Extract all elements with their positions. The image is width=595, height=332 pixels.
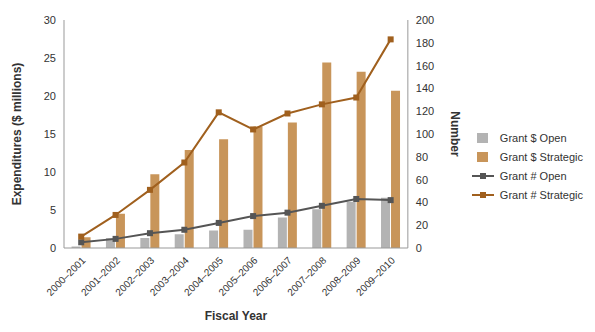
svg-text:2002–2003: 2002–2003 bbox=[113, 254, 157, 298]
svg-text:2004–2005: 2004–2005 bbox=[182, 254, 226, 298]
svg-text:5: 5 bbox=[50, 204, 56, 216]
svg-text:Number: Number bbox=[448, 111, 462, 157]
svg-text:160: 160 bbox=[416, 60, 434, 72]
svg-text:Fiscal Year: Fiscal Year bbox=[205, 309, 268, 323]
svg-text:100: 100 bbox=[416, 128, 434, 140]
svg-text:2006–2007: 2006–2007 bbox=[250, 254, 294, 298]
svg-text:2001–2002: 2001–2002 bbox=[78, 254, 122, 298]
svg-text:2003–2004: 2003–2004 bbox=[147, 254, 191, 298]
svg-text:15: 15 bbox=[44, 128, 56, 140]
svg-text:2009–2010: 2009–2010 bbox=[354, 254, 397, 297]
html-text:Grant $ Strategic: Grant $ Strategic bbox=[499, 150, 583, 163]
svg-text:180: 180 bbox=[416, 37, 434, 49]
svg-text:80: 80 bbox=[416, 151, 428, 163]
svg-text:30: 30 bbox=[44, 14, 56, 26]
svg-text:60: 60 bbox=[416, 174, 428, 186]
svg-text:140: 140 bbox=[416, 82, 434, 94]
html-text:Grant # Open: Grant # Open bbox=[499, 169, 567, 182]
svg-text:2007–2008: 2007–2008 bbox=[285, 254, 329, 298]
html-text:Grant # Strategic: Grant # Strategic bbox=[499, 188, 583, 201]
svg-text:20: 20 bbox=[44, 90, 56, 102]
svg-text:20: 20 bbox=[416, 219, 428, 231]
svg-text:Expenditures ($ millions): Expenditures ($ millions) bbox=[10, 63, 24, 206]
svg-text:25: 25 bbox=[44, 52, 56, 64]
svg-text:2000–2001: 2000–2001 bbox=[44, 254, 88, 298]
svg-text:200: 200 bbox=[416, 14, 434, 26]
html-text:Grant $ Open: Grant $ Open bbox=[499, 131, 567, 144]
svg-text:40: 40 bbox=[416, 196, 428, 208]
svg-text:2008–2009: 2008–2009 bbox=[319, 254, 363, 298]
svg-text:0: 0 bbox=[416, 242, 422, 254]
svg-text:120: 120 bbox=[416, 105, 434, 117]
svg-text:0: 0 bbox=[50, 242, 56, 254]
svg-text:2005–2006: 2005–2006 bbox=[216, 254, 260, 298]
svg-text:10: 10 bbox=[44, 166, 56, 178]
